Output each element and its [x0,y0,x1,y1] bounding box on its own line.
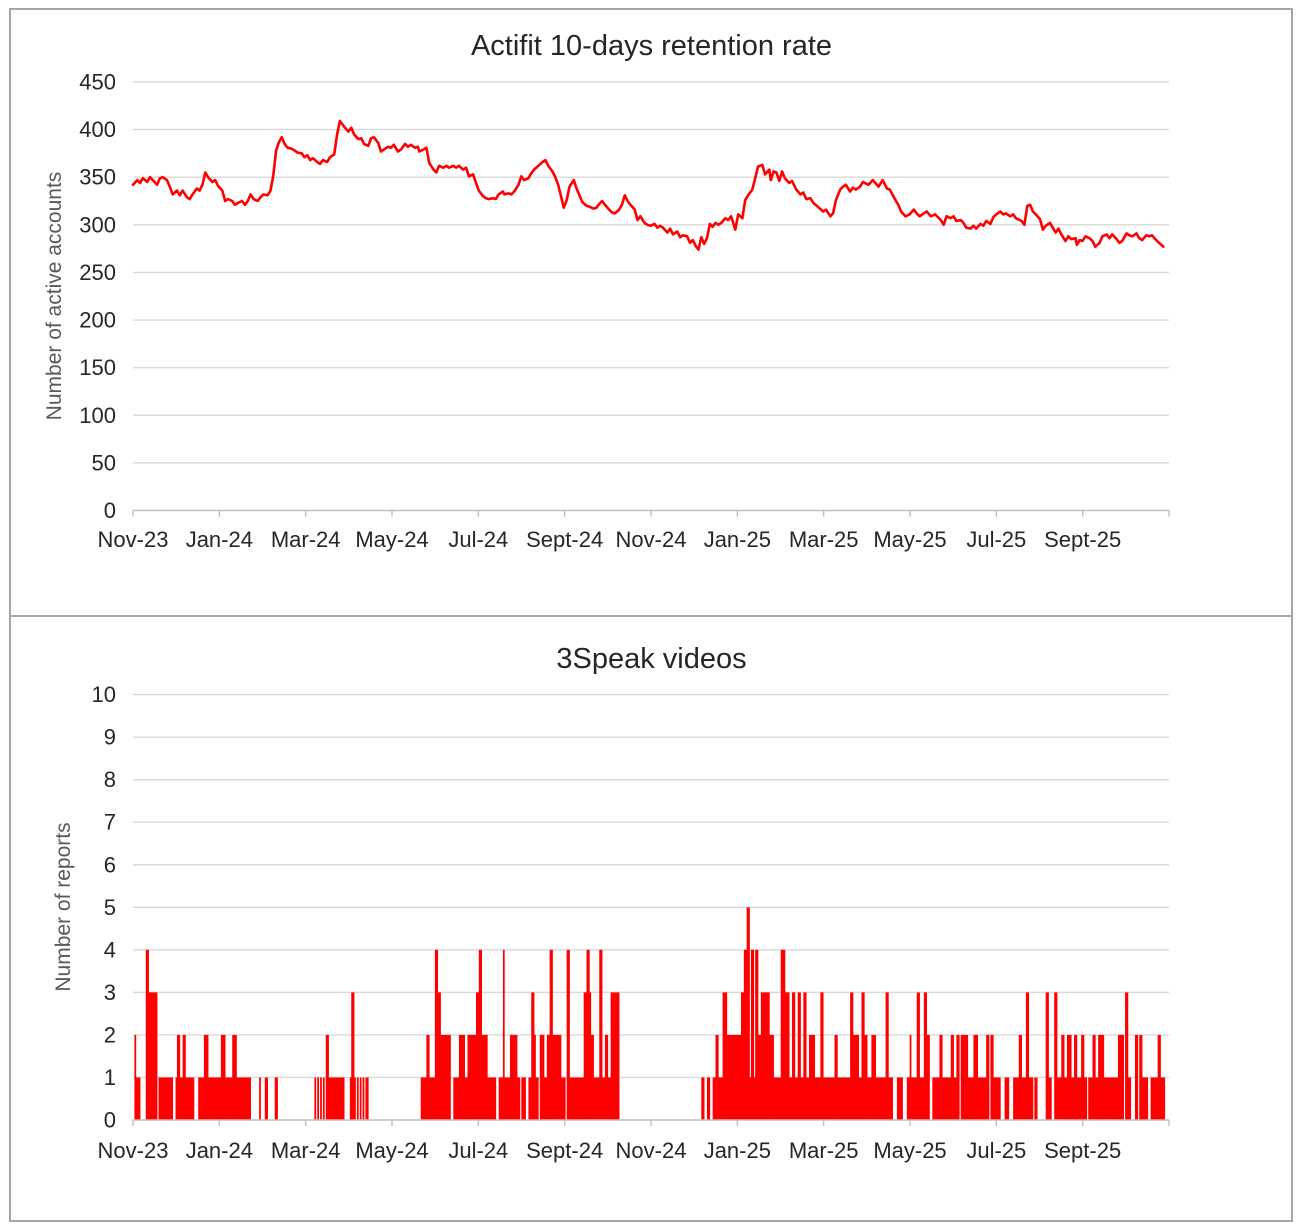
svg-text:5: 5 [104,895,116,920]
retention-chart: 0 50 100 150 200 250 300 350 400 450 Nov-23 Jan-24 M… [79,70,1170,552]
videos-chart: 0 1 2 3 4 5 6 7 8 9 10 Nov-23 Jan-24 Mar-24 May-24 Jul-… [92,682,1170,1163]
svg-text:Jul-24: Jul-24 [448,527,508,552]
svg-text:May-25: May-25 [873,1138,946,1163]
svg-text:May-24: May-24 [355,527,428,552]
svg-text:0: 0 [104,498,116,523]
svg-text:Nov-24: Nov-24 [616,1138,687,1163]
svg-text:450: 450 [79,70,116,95]
retention-chart-title: Actifit 10-days retention rate [470,30,833,62]
svg-text:250: 250 [79,260,116,285]
svg-text:200: 200 [79,308,116,333]
svg-text:350: 350 [79,165,116,190]
svg-text:Jan-24: Jan-24 [186,527,253,552]
videos-y-axis-title: Number of reports [52,822,75,992]
svg-text:400: 400 [79,117,116,142]
svg-text:Jan-25: Jan-25 [704,1138,771,1163]
svg-text:7: 7 [104,810,116,835]
svg-text:0: 0 [104,1108,116,1133]
svg-text:Nov-23: Nov-23 [98,1138,169,1163]
svg-text:Jan-25: Jan-25 [704,527,771,552]
svg-text:8: 8 [104,767,116,792]
svg-text:Jul-25: Jul-25 [966,527,1026,552]
svg-text:50: 50 [92,450,116,475]
svg-text:3: 3 [104,980,116,1005]
svg-text:Sept-24: Sept-24 [526,527,603,552]
svg-text:Jul-25: Jul-25 [966,1138,1026,1163]
svg-text:Sept-25: Sept-25 [1044,527,1121,552]
svg-text:Sept-25: Sept-25 [1044,1138,1121,1163]
svg-text:Jul-24: Jul-24 [448,1138,508,1163]
svg-text:9: 9 [104,725,116,750]
svg-text:6: 6 [104,852,116,877]
svg-text:300: 300 [79,212,116,237]
svg-text:Sept-24: Sept-24 [526,1138,603,1163]
svg-text:Jan-24: Jan-24 [186,1138,253,1163]
svg-text:Nov-24: Nov-24 [616,527,687,552]
svg-text:Mar-25: Mar-25 [789,527,859,552]
videos-chart-title: 3Speak videos [556,643,747,675]
svg-text:Nov-23: Nov-23 [98,527,169,552]
svg-text:100: 100 [79,403,116,428]
svg-text:1: 1 [104,1065,116,1090]
svg-text:2: 2 [104,1022,116,1047]
svg-text:May-25: May-25 [873,527,946,552]
svg-text:10: 10 [92,682,116,707]
svg-text:Mar-24: Mar-24 [271,527,341,552]
svg-text:Mar-24: Mar-24 [271,1138,341,1163]
svg-text:150: 150 [79,355,116,380]
svg-text:4: 4 [104,937,116,962]
retention-y-axis-title: Number of active accounts [43,171,66,421]
svg-text:Mar-25: Mar-25 [789,1138,859,1163]
svg-text:May-24: May-24 [355,1138,428,1163]
